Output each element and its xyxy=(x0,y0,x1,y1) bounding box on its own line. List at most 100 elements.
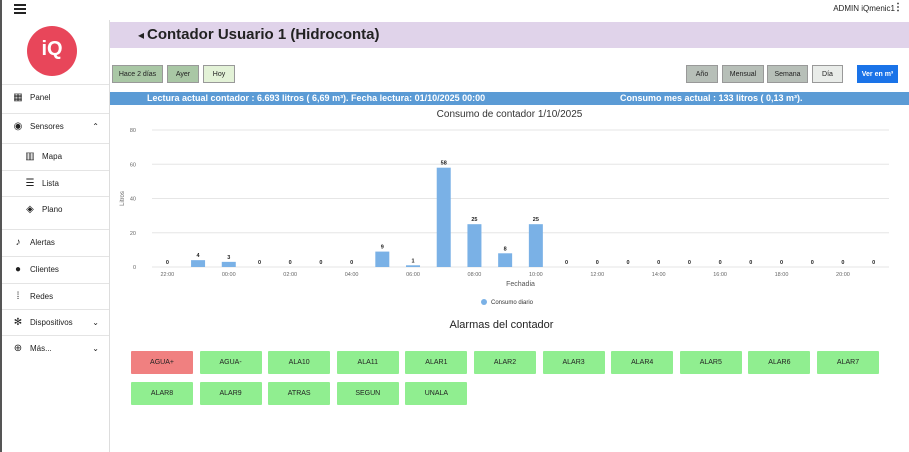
sidebar-item-label: Clientes xyxy=(30,265,59,274)
alarm-alar3[interactable]: ALAR3 xyxy=(542,351,605,374)
dia-button[interactable]: Día xyxy=(812,65,843,83)
sidebar-item-label: Mapa xyxy=(42,152,63,161)
sidebar-item-label: Sensores xyxy=(30,122,64,131)
bar xyxy=(528,224,543,267)
bar xyxy=(436,167,451,267)
bar xyxy=(221,261,236,267)
hace-2-dias-button[interactable]: Hace 2 días xyxy=(112,65,163,83)
x-tick-label: 12:00 xyxy=(590,272,604,278)
semana-button[interactable]: Semana xyxy=(767,65,808,83)
hoy-button[interactable]: Hoy xyxy=(203,65,235,83)
sidebar-item-label: Redes xyxy=(30,292,54,301)
x-axis-label: Fechadia xyxy=(506,281,535,288)
sidebar-item-plano[interactable]: ◈ Plano xyxy=(2,196,109,222)
alarm-ala10[interactable]: ALA10 xyxy=(268,351,331,374)
bar-value-label: 0 xyxy=(596,260,599,266)
sidebar-item-label: Panel xyxy=(30,93,51,102)
sidebar-item-clientes[interactable]: ● Clientes xyxy=(2,256,109,282)
legend-swatch xyxy=(481,299,487,305)
alarm-alar1[interactable]: ALAR1 xyxy=(405,351,468,374)
bar-value-label: 25 xyxy=(471,217,477,223)
bar-value-label: 3 xyxy=(227,255,230,261)
mensual-button[interactable]: Mensual xyxy=(722,65,764,83)
user-label[interactable]: ADMIN iQmenic1 xyxy=(833,4,895,13)
y-tick-label: 80 xyxy=(130,128,136,134)
alarm-ala11[interactable]: ALA11 xyxy=(336,351,399,374)
sidebar-item-label: Dispositivos xyxy=(30,318,73,327)
x-tick-label: 04:00 xyxy=(345,272,359,278)
sidebar-item-dispositivos[interactable]: ✻ Dispositivos ⌄ xyxy=(2,309,109,335)
layers-icon: ◈ xyxy=(26,204,34,215)
y-axis-label: Litros xyxy=(120,191,126,206)
alarm-agua-minus[interactable]: AGUA- xyxy=(199,351,262,374)
legend-label: Consumo diario xyxy=(491,300,534,306)
alarm-alar8[interactable]: ALAR8 xyxy=(131,382,193,405)
ver-en-m3-button[interactable]: Ver en m³ xyxy=(857,65,898,83)
bar-value-label: 0 xyxy=(872,260,875,266)
alarm-alar5[interactable]: ALAR5 xyxy=(679,351,742,374)
y-tick-label: 60 xyxy=(130,162,136,168)
bar-value-label: 0 xyxy=(688,260,691,266)
x-tick-label: 06:00 xyxy=(406,272,420,278)
alarm-unala[interactable]: UNALA xyxy=(405,382,468,405)
alarm-alar6[interactable]: ALAR6 xyxy=(748,351,811,374)
sidebar-item-mapa[interactable]: ▥ Mapa xyxy=(2,143,109,169)
reading-info-bar: Lectura actual contador : 6.693 litros (… xyxy=(110,92,909,105)
alarm-alar2[interactable]: ALAR2 xyxy=(474,351,536,374)
sidebar-item-redes[interactable]: ⁞ Redes xyxy=(2,283,109,309)
chevron-up-icon[interactable]: ⌃ xyxy=(92,122,99,131)
sidebar-item-label: Plano xyxy=(42,205,63,214)
more-options-icon[interactable]: ⋮ xyxy=(893,2,903,13)
bar-value-label: 58 xyxy=(441,161,447,167)
x-tick-label: 08:00 xyxy=(468,272,482,278)
alarms-title: Alarmas del contador xyxy=(449,319,554,331)
bar-value-label: 0 xyxy=(749,260,752,266)
sidebar-item-sensores[interactable]: ◉ Sensores ⌃ xyxy=(2,113,109,139)
chevron-down-icon[interactable]: ⌄ xyxy=(92,344,99,353)
alarm-agua-plus[interactable]: AGUA+ xyxy=(131,351,193,374)
sidebar-item-label: Lista xyxy=(42,179,59,188)
bar xyxy=(467,224,482,267)
bar-value-label: 8 xyxy=(504,246,507,252)
monthly-consumption-text: Consumo mes actual : 133 litros ( 0,13 m… xyxy=(620,93,803,103)
sidebar-item-alertas[interactable]: ♪ Alertas xyxy=(2,229,109,255)
alarm-alar9[interactable]: ALAR9 xyxy=(199,382,262,405)
bar-value-label: 0 xyxy=(841,260,844,266)
brand-logo[interactable]: iQ xyxy=(27,26,77,76)
alarm-alar4[interactable]: ALAR4 xyxy=(611,351,674,374)
users-icon: ● xyxy=(14,264,22,275)
sidebar-item-lista[interactable]: ☰ Lista xyxy=(2,170,109,196)
hamburger-menu-icon[interactable] xyxy=(14,4,26,14)
page-title: Contador Usuario 1 (Hidroconta) xyxy=(147,26,380,43)
bar-value-label: 9 xyxy=(381,245,384,251)
network-icon: ⁞ xyxy=(16,291,20,302)
alarm-atras[interactable]: ATRAS xyxy=(268,382,331,405)
sidebar-item-m-s[interactable]: ⊕ Más... ⌄ xyxy=(2,335,109,361)
x-tick-label: 14:00 xyxy=(652,272,666,278)
y-tick-label: 0 xyxy=(133,265,136,271)
x-tick-label: 16:00 xyxy=(713,272,727,278)
y-tick-label: 20 xyxy=(130,231,136,237)
bar-value-label: 0 xyxy=(258,260,261,266)
bar-value-label: 1 xyxy=(411,258,414,264)
bar-value-label: 0 xyxy=(811,260,814,266)
sensor-icon: ◉ xyxy=(13,121,23,132)
alarm-segun[interactable]: SEGUN xyxy=(336,382,399,405)
bar-value-label: 25 xyxy=(533,217,539,223)
list-icon: ☰ xyxy=(25,178,35,189)
alarm-alar7[interactable]: ALAR7 xyxy=(817,351,879,374)
sidebar-item-panel[interactable]: ▦ Panel xyxy=(2,84,109,110)
x-tick-label: 18:00 xyxy=(775,272,789,278)
ano-button[interactable]: Año xyxy=(686,65,718,83)
page-header: ◂ Contador Usuario 1 (Hidroconta) xyxy=(110,22,909,48)
bar xyxy=(498,253,513,267)
sidebar: iQ ▦ Panel ◉ Sensores ⌃ ▥ Mapa ☰ Lista ◈ Plano ♪ Ale… xyxy=(2,20,110,452)
bar-value-label: 0 xyxy=(289,260,292,266)
bar-value-label: 0 xyxy=(780,260,783,266)
chevron-down-icon[interactable]: ⌄ xyxy=(92,318,99,327)
back-arrow-icon[interactable]: ◂ xyxy=(138,28,145,42)
window-edge xyxy=(0,0,2,452)
map-icon: ▥ xyxy=(25,151,35,162)
ayer-button[interactable]: Ayer xyxy=(167,65,199,83)
